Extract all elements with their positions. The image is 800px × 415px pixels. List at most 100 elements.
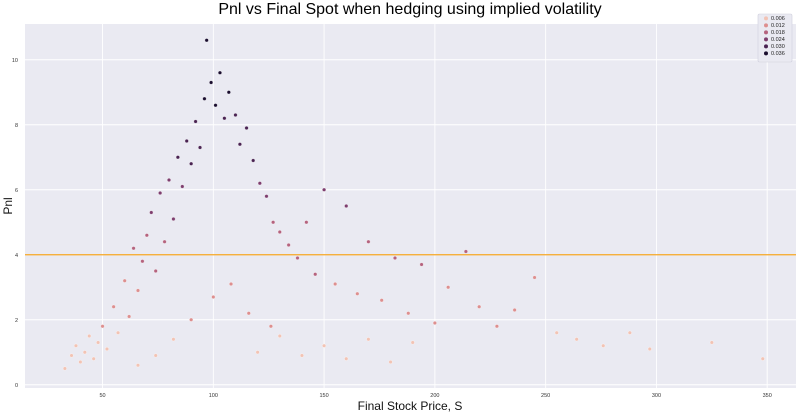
data-point: [344, 356, 349, 361]
y-tick-label: 0: [15, 383, 18, 389]
data-point: [264, 194, 269, 199]
data-point: [251, 158, 256, 163]
x-tick-label: 300: [652, 393, 661, 399]
data-point: [446, 285, 451, 290]
data-point: [257, 181, 262, 186]
data-point: [295, 256, 300, 260]
data-point: [554, 330, 559, 335]
data-point: [213, 103, 218, 108]
data-point: [105, 347, 109, 351]
y-tick-label: 8: [15, 123, 18, 129]
data-point: [226, 90, 231, 95]
data-point: [366, 239, 371, 244]
data-point: [204, 38, 209, 43]
data-point: [62, 366, 67, 371]
data-point: [82, 350, 87, 355]
legend-label: 0.036: [771, 51, 785, 57]
data-point: [627, 330, 632, 335]
data-point: [122, 278, 127, 283]
data-point: [419, 262, 424, 267]
x-tick-label: 350: [763, 393, 772, 399]
data-point: [167, 178, 171, 182]
data-point: [344, 204, 349, 208]
x-tick-label: 50: [99, 393, 105, 399]
data-point: [709, 340, 714, 345]
data-point: [78, 360, 83, 364]
data-point: [760, 356, 765, 361]
legend-label: 0.030: [771, 44, 785, 50]
data-point: [153, 353, 158, 358]
y-tick-label: 2: [15, 318, 18, 324]
legend-marker: [764, 44, 768, 49]
x-tick-label: 100: [209, 393, 218, 399]
data-point: [175, 155, 180, 160]
data-point: [601, 343, 606, 348]
data-point: [100, 324, 105, 329]
data-point: [184, 139, 189, 143]
y-axis-label: Pnl: [1, 197, 15, 214]
data-point: [222, 116, 227, 121]
data-point: [233, 113, 238, 117]
x-axis-label: Final Stock Price, S: [358, 399, 463, 413]
data-point: [171, 337, 176, 342]
data-point: [286, 243, 291, 247]
data-point: [87, 334, 92, 338]
y-tick-label: 4: [15, 253, 18, 259]
data-point: [96, 340, 101, 345]
data-point: [116, 330, 121, 335]
data-point: [209, 80, 214, 85]
data-point: [198, 145, 202, 150]
data-point: [237, 142, 242, 147]
data-point: [244, 126, 249, 130]
data-point: [189, 317, 194, 322]
data-point: [144, 233, 149, 238]
legend-marker: [764, 37, 768, 42]
data-point: [91, 356, 96, 361]
data-point: [69, 353, 74, 358]
data-point: [111, 304, 116, 309]
y-axis-ticks: 0 2 4 6 8 10: [12, 58, 18, 389]
data-point: [153, 269, 158, 273]
data-point: [140, 259, 145, 264]
x-tick-label: 250: [541, 393, 550, 399]
data-point: [512, 308, 517, 312]
data-point: [271, 220, 276, 225]
chart-title: Pnl vs Final Spot when hedging using imp…: [218, 1, 601, 18]
x-tick-label: 200: [430, 393, 439, 399]
data-point: [277, 230, 282, 234]
data-point: [162, 239, 167, 244]
data-point: [158, 191, 163, 195]
data-point: [406, 311, 411, 316]
data-point: [647, 347, 652, 351]
data-point: [393, 256, 397, 260]
data-point: [379, 298, 384, 303]
data-point: [229, 282, 233, 286]
data-point: [268, 324, 273, 329]
data-point: [574, 337, 579, 342]
data-point: [180, 184, 185, 189]
data-point: [211, 295, 216, 299]
data-point: [171, 217, 176, 221]
legend-label: 0.018: [771, 30, 785, 36]
data-point: [304, 220, 309, 225]
data-point: [410, 340, 415, 345]
data-point: [355, 291, 360, 296]
data-point: [322, 343, 327, 348]
legend-marker: [764, 51, 768, 56]
data-point: [366, 337, 371, 342]
data-point: [127, 314, 132, 319]
data-point: [277, 334, 282, 338]
legend-marker: [764, 16, 768, 21]
data-point: [388, 360, 393, 364]
data-point: [193, 119, 198, 124]
data-point: [477, 304, 482, 309]
legend-label: 0.024: [771, 37, 785, 43]
legend-label: 0.006: [771, 16, 785, 22]
x-axis-ticks: 50 100 150 200 250 300 350: [99, 393, 771, 399]
data-point: [189, 161, 194, 166]
data-points: [62, 38, 765, 371]
data-point: [74, 343, 78, 348]
data-point: [202, 96, 207, 101]
